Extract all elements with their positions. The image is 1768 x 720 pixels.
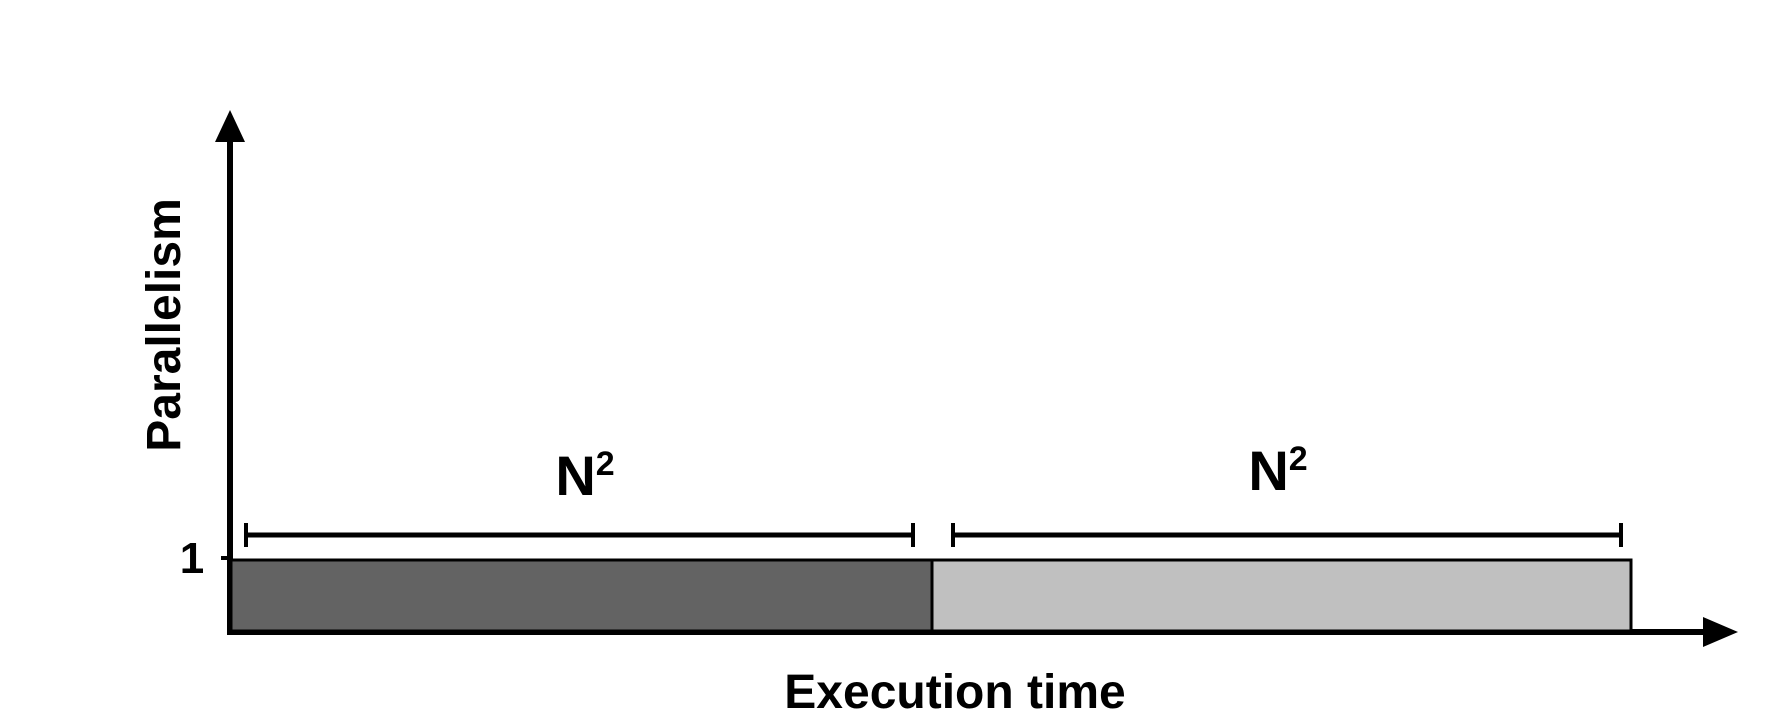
phase-2-bar	[930, 558, 1633, 633]
span-label-2: N2	[1248, 439, 1307, 502]
phase-1-bar	[229, 558, 934, 633]
span-label-1: N2	[555, 444, 614, 507]
span-bracket-2	[951, 523, 1623, 547]
y-tick-label: 1	[180, 534, 204, 583]
span-superscript-2: 2	[1289, 440, 1308, 478]
x-axis-label: Execution time	[784, 666, 1125, 719]
y-axis-arrowhead	[215, 110, 245, 142]
x-axis-arrowhead	[1703, 617, 1738, 647]
span-superscript-1: 2	[596, 445, 615, 483]
span-bracket-1	[244, 523, 915, 547]
y-axis-label: Parallelism	[138, 198, 191, 452]
